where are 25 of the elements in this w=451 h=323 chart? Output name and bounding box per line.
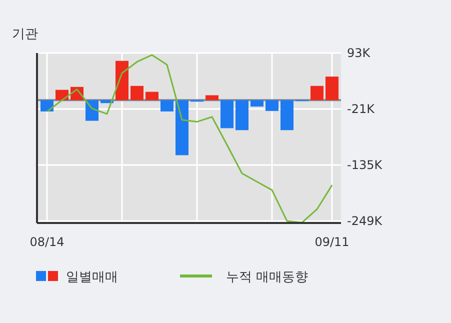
bar — [220, 100, 234, 128]
bar — [310, 86, 324, 100]
bar — [266, 100, 278, 111]
bar — [236, 100, 248, 130]
x-tick-label: 08/14 — [30, 235, 64, 249]
legend-label: 누적 매매동향 — [226, 270, 308, 285]
y-tick-label: -135K — [347, 158, 384, 172]
bar — [176, 100, 188, 156]
bar — [326, 76, 338, 100]
bar — [206, 95, 218, 100]
y-tick-label: -249K — [347, 214, 384, 228]
bar — [146, 92, 158, 100]
bar — [160, 100, 174, 112]
bar — [116, 60, 128, 100]
chart-title: 기관 — [12, 27, 38, 42]
bar — [86, 100, 98, 121]
legend-label: 일별매매 — [66, 270, 118, 285]
x-tick-label: 09/11 — [314, 235, 350, 249]
line-series — [46, 54, 333, 224]
bar — [40, 100, 54, 112]
bar — [280, 100, 294, 130]
bar — [130, 86, 144, 100]
y-tick-label: -21K — [347, 102, 376, 116]
y-tick-label: 93K — [347, 46, 372, 60]
bar — [250, 100, 264, 107]
